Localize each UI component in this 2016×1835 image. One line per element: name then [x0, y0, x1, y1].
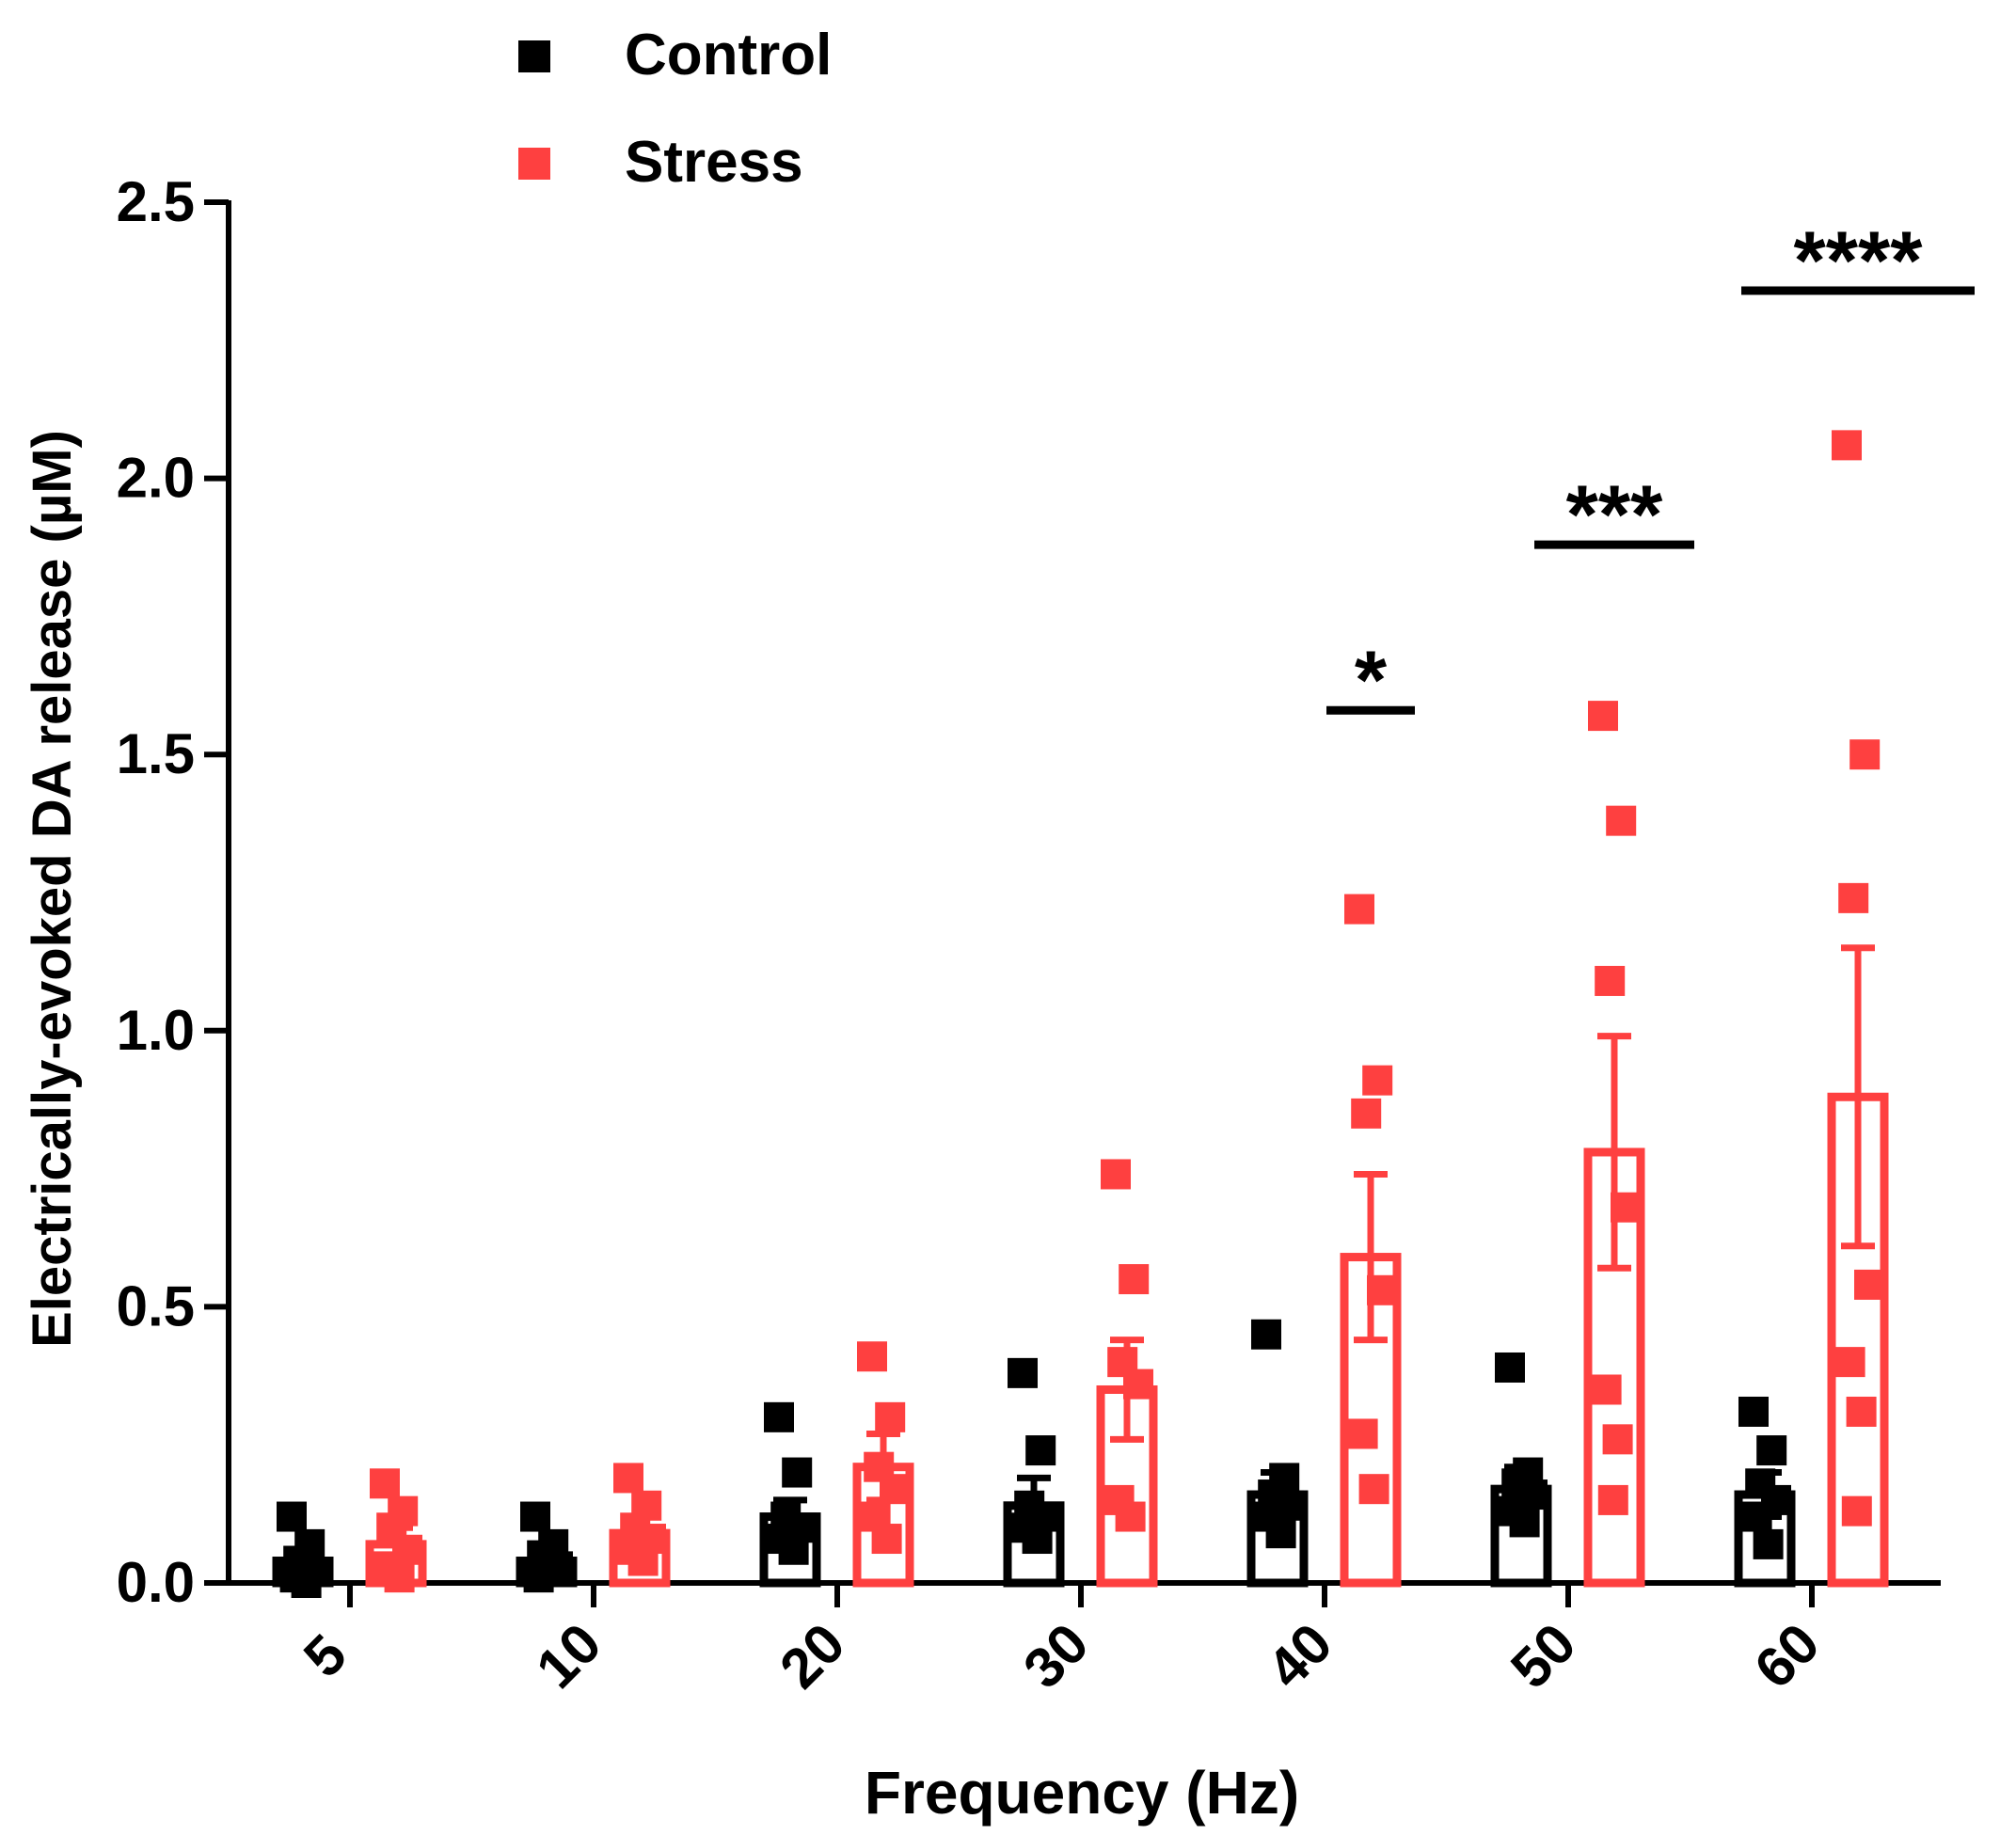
stress-point: [1101, 1159, 1131, 1190]
stress-point: [1347, 1418, 1378, 1449]
control-point: [534, 1557, 565, 1588]
stress-point: [1597, 1484, 1628, 1515]
y-tick-label: 1.5: [117, 722, 195, 785]
control-point: [778, 1534, 809, 1565]
x-tick-label: 60: [1742, 1611, 1832, 1701]
control-point: [277, 1501, 307, 1532]
control-point: [1495, 1352, 1525, 1383]
significance-label: ****: [1794, 214, 1924, 307]
stress-point: [1606, 805, 1637, 836]
stress-point: [1846, 1396, 1877, 1427]
control-point: [782, 1457, 813, 1488]
x-tick-label: 50: [1499, 1611, 1588, 1701]
y-tick-label: 2.0: [117, 447, 195, 510]
x-tick-label: 30: [1011, 1611, 1101, 1701]
control-point: [1509, 1507, 1540, 1538]
stress-point: [857, 1341, 887, 1372]
x-tick-label: 20: [768, 1611, 857, 1701]
stress-point: [1351, 1098, 1382, 1129]
legend-stress-label: Stress: [625, 130, 803, 195]
stress-point: [384, 1562, 415, 1593]
y-tick-label: 1.0: [117, 999, 195, 1062]
control-point: [1756, 1435, 1787, 1466]
legend: Control Stress: [518, 23, 832, 195]
y-tick-label: 0.5: [117, 1274, 195, 1337]
stress-point: [1344, 894, 1374, 925]
stress-point: [1358, 1474, 1389, 1505]
x-tick-label: 40: [1255, 1611, 1344, 1701]
control-point: [1008, 1357, 1038, 1388]
control-point: [1753, 1528, 1784, 1559]
y-tick-label: 2.5: [117, 170, 195, 233]
x-axis-label: Frequency (Hz): [865, 1759, 1299, 1827]
stress-point: [1849, 739, 1881, 770]
stress-point: [1123, 1368, 1153, 1400]
x-tick-label: 5: [292, 1622, 358, 1689]
stress-point: [1588, 701, 1618, 732]
control-point: [1265, 1518, 1296, 1549]
stress-point: [1854, 1269, 1884, 1300]
y-tick-label: 0.0: [117, 1551, 195, 1614]
control-point: [1251, 1319, 1281, 1350]
control-point: [1738, 1396, 1769, 1427]
stress-point: [1832, 430, 1862, 461]
control-point: [520, 1501, 550, 1532]
stress-point: [1367, 1274, 1397, 1305]
control-point: [286, 1551, 317, 1582]
significance-label: *: [1355, 633, 1388, 726]
control-point: [1022, 1524, 1053, 1555]
stress-point: [1115, 1501, 1146, 1532]
stress-point: [627, 1545, 659, 1576]
significance-label: ***: [1566, 467, 1663, 561]
x-tick-label: 10: [524, 1611, 613, 1701]
legend-control-marker: [518, 40, 550, 72]
control-point: [764, 1401, 794, 1432]
stress-point: [1602, 1424, 1633, 1455]
stress-point: [1611, 1192, 1641, 1223]
stress-point: [1362, 1065, 1393, 1096]
stress-point: [880, 1474, 910, 1505]
y-axis-label: Electrically-evoked DA release (µM): [22, 430, 83, 1348]
control-point: [1025, 1435, 1056, 1466]
stress-point: [370, 1468, 400, 1499]
stress-point: [1841, 1495, 1872, 1527]
legend-stress-marker: [518, 148, 550, 180]
legend-control-label: Control: [625, 23, 832, 87]
stress-point: [1591, 1374, 1622, 1405]
stress-point: [1838, 882, 1869, 913]
stress-point: [1595, 965, 1626, 996]
stress-point: [875, 1401, 906, 1432]
control-point: [1741, 1501, 1772, 1532]
stress-point: [613, 1463, 643, 1494]
stress-point: [1119, 1264, 1150, 1295]
plot-area: 0.00.51.01.52.02.55 10 20 30 40 50 60********: [117, 170, 1975, 1701]
stress-point: [1834, 1347, 1865, 1378]
stress-point: [871, 1524, 902, 1555]
